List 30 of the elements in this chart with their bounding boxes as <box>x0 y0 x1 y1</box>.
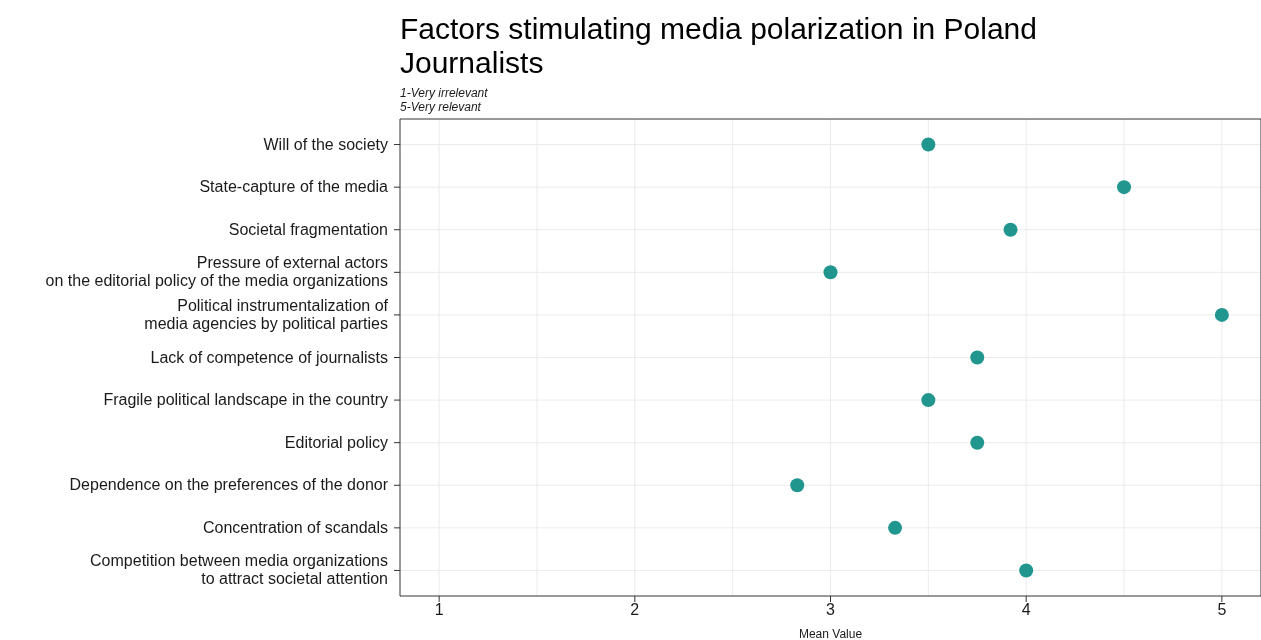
point <box>1117 180 1132 195</box>
y-tick-label: Competition between media organizations to attract societal attention <box>90 552 388 588</box>
x-tick-label: 3 <box>826 601 836 619</box>
y-tick-label: Will of the society <box>263 135 388 153</box>
y-tick-label: Societal fragmentation <box>228 220 388 238</box>
chart-title: Factors stimulating media polarization in Poland Journalists <box>400 12 1038 80</box>
point <box>921 393 936 408</box>
point <box>921 137 936 152</box>
x-tick-label: 4 <box>1021 601 1031 619</box>
y-tick-label: Editorial policy <box>284 433 388 451</box>
point <box>823 265 838 280</box>
point <box>790 478 805 493</box>
y-tick-label: Concentration of scandals <box>203 518 388 536</box>
point <box>1019 563 1034 578</box>
chart-subtitle: 1-Very irrelevant 5-Very relevant <box>400 86 489 114</box>
y-tick-label: State-capture of the media <box>199 178 389 196</box>
x-tick-label: 1 <box>434 601 444 619</box>
y-tick-label: Fragile political landscape in the country <box>103 391 388 409</box>
x-tick-label: 2 <box>630 601 640 619</box>
y-tick-label: Dependence on the preferences of the donor <box>69 476 389 494</box>
point <box>1003 222 1018 237</box>
point <box>888 520 903 535</box>
y-tick-label: Political instrumentalization of media agencies by political parties <box>144 296 389 332</box>
x-axis-title: Mean Value <box>798 627 863 640</box>
x-tick-label: 5 <box>1217 601 1227 619</box>
point <box>970 435 985 450</box>
y-tick-label: Pressure of external actors on the editorial policy of the media organizations <box>45 254 388 290</box>
point <box>1214 307 1229 322</box>
y-tick-label: Lack of competence of journalists <box>150 348 388 366</box>
point <box>970 350 985 365</box>
